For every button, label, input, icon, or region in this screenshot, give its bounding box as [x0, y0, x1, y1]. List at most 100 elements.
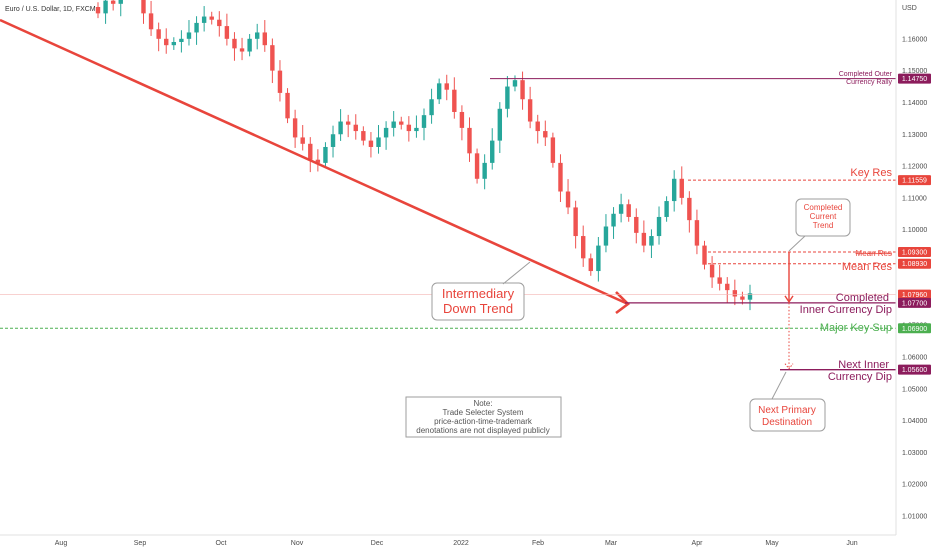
intermediary-line2: Down Trend: [443, 301, 513, 316]
candle-body: [497, 108, 503, 141]
candle-body: [209, 16, 214, 20]
completed-trend-arrowhead: [784, 295, 794, 304]
candle-body: [232, 38, 237, 49]
x-tick-label: Sep: [134, 540, 147, 547]
next-primary-line1: Next Primary: [758, 405, 816, 416]
level-price-tag: [898, 364, 931, 375]
candle-body: [345, 121, 351, 125]
note-line4: denotations are not displayed publicly: [416, 426, 549, 435]
x-tick-label: Apr: [692, 540, 704, 547]
x-tick-label: 2022: [453, 540, 469, 547]
candle-body: [649, 236, 654, 246]
x-tick-label: Oct: [216, 540, 227, 547]
x-tick-label: Dec: [371, 540, 384, 547]
currency-label: USD: [902, 5, 917, 12]
candle-body: [490, 140, 495, 163]
candle-body: [740, 296, 745, 300]
candle-body: [558, 162, 563, 192]
x-tick-label: Jun: [846, 540, 857, 547]
label-completed-inner-line2: Inner Currency Dip: [800, 304, 892, 316]
candle-body: [217, 19, 222, 27]
y-tick-label: 1.14000: [902, 100, 927, 107]
candle-body: [452, 89, 457, 112]
time-axis[interactable]: Aug Sep Oct Nov Dec 2022 Feb Mar Apr May Jun: [55, 540, 858, 547]
candle-body: [664, 201, 669, 217]
candle-body: [338, 121, 343, 135]
candle-body: [626, 204, 631, 217]
candle-body: [171, 41, 177, 46]
candle-body: [255, 32, 260, 39]
candle-body: [421, 115, 427, 128]
y-tick-label: 1.02000: [902, 482, 927, 489]
y-tick-label: 1.04000: [902, 418, 927, 425]
label-completed-outer-line2: Currency Rally: [846, 79, 892, 86]
level-price-tag: [898, 175, 931, 186]
candle-body: [535, 121, 540, 132]
candle-body: [179, 38, 184, 42]
candle-body: [247, 38, 252, 52]
candle-body: [330, 134, 336, 147]
candles-layer: [95, 0, 753, 311]
candle-body: [527, 99, 533, 122]
next-primary-callout: Next Primary Destination: [749, 371, 826, 432]
candle-body: [717, 277, 722, 284]
intermediary-trend-callout: Intermediary Down Trend: [431, 261, 531, 321]
note-line1: Note:: [473, 399, 492, 408]
projection-arrowhead: [784, 363, 794, 370]
candle-body: [459, 111, 465, 128]
completed-trend-line1: Completed: [804, 203, 843, 212]
candle-body: [573, 207, 578, 237]
candle-body: [95, 7, 101, 14]
completed-trend-line3: Trend: [813, 221, 834, 230]
candle-body: [565, 191, 571, 208]
x-tick-label: May: [765, 540, 779, 547]
candle-body: [603, 226, 609, 246]
candle-body: [641, 232, 647, 246]
candle-body: [285, 92, 290, 119]
intermediary-line1: Intermediary: [442, 286, 515, 301]
candle-body: [353, 124, 358, 132]
candle-body: [308, 143, 313, 160]
candle-body: [277, 70, 283, 93]
candle-body: [110, 0, 116, 4]
candle-body: [679, 178, 684, 198]
candle-body: [300, 137, 305, 144]
level-price-tag-text: 1.11559: [902, 178, 927, 185]
candle-body: [414, 127, 419, 132]
candle-body: [315, 159, 321, 163]
y-tick-label: 1.12000: [902, 164, 927, 171]
candle-body: [194, 22, 199, 33]
y-tick-label: 1.06000: [902, 354, 927, 361]
level-price-tag: [898, 246, 931, 257]
candle-body: [156, 29, 161, 39]
intermediary-trend-line: [0, 18, 629, 306]
y-tick-label: 1.16000: [902, 36, 927, 43]
candle-body: [482, 162, 487, 179]
candle-body: [376, 137, 381, 147]
candle-body: [383, 127, 389, 138]
candle-body: [543, 131, 548, 138]
y-tick-label: 1.03000: [902, 450, 927, 457]
x-tick-label: Nov: [291, 540, 304, 547]
candle-body: [725, 283, 730, 291]
candle-body: [399, 121, 404, 125]
candle-body: [239, 48, 245, 52]
level-price-tag-text: 1.14750: [902, 76, 927, 83]
candle-body: [406, 124, 412, 132]
y-tick-label: 1.05000: [902, 386, 927, 393]
candle-body: [444, 83, 449, 90]
candle-body: [368, 140, 374, 147]
y-tick-label: 1.10000: [902, 227, 927, 234]
level-price-tag-text: 1.08930: [902, 261, 927, 268]
candle-body: [474, 153, 480, 179]
candle-body: [201, 16, 207, 23]
y-tick-label: 1.15000: [902, 68, 927, 75]
level-price-tag: [898, 258, 931, 269]
label-mean-res: Mean Res: [842, 261, 893, 273]
trend-arrowhead: [615, 291, 630, 315]
completed-trend-line2: Current: [810, 212, 837, 221]
level-price-tag: [898, 289, 931, 300]
candle-body: [634, 216, 639, 233]
x-tick-label: Aug: [55, 540, 68, 547]
